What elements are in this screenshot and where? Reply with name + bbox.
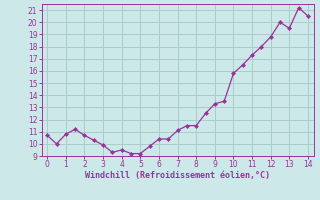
X-axis label: Windchill (Refroidissement éolien,°C): Windchill (Refroidissement éolien,°C) (85, 171, 270, 180)
